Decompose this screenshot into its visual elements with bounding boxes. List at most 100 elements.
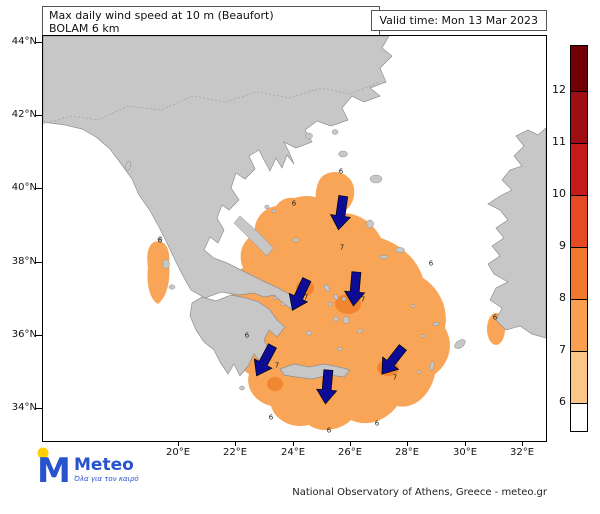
meteo-logo: M Meteo Όλα για τον καιρό	[36, 444, 139, 488]
lat-label: 42°N	[11, 109, 37, 120]
title-box: Max daily wind speed at 10 m (Beaufort) …	[42, 6, 380, 38]
colorbar-segment	[571, 403, 587, 431]
colorbar-segment	[571, 143, 587, 195]
island	[272, 296, 278, 300]
island	[157, 236, 163, 242]
island	[305, 330, 313, 336]
wind-area-north-aegean	[315, 171, 355, 214]
wind-value-label: 6	[338, 167, 344, 176]
island	[357, 328, 363, 334]
lon-tick	[465, 441, 466, 446]
wind-value-label: 6	[157, 236, 163, 245]
island	[366, 219, 374, 229]
island	[323, 284, 331, 292]
island	[271, 209, 277, 213]
lat-tick	[36, 262, 42, 263]
map-title: Max daily wind speed at 10 m (Beaufort)	[49, 9, 274, 22]
island	[168, 284, 176, 290]
island	[239, 385, 245, 391]
wind-value-label: 6	[291, 199, 297, 208]
lon-tick	[293, 441, 294, 446]
lat-label: 44°N	[11, 36, 37, 47]
turkey	[487, 127, 546, 339]
lat-label: 38°N	[11, 256, 37, 267]
wind-value-label: 7	[339, 243, 345, 252]
logo-tagline: Όλα για τον καιρό	[74, 475, 139, 483]
island	[333, 294, 339, 300]
island	[305, 132, 313, 140]
lon-label: 28°E	[394, 447, 420, 458]
island	[327, 301, 333, 307]
island	[264, 204, 270, 210]
island	[379, 254, 389, 260]
colorbar-segment	[571, 247, 587, 299]
colorbar	[570, 45, 588, 432]
wind-value-label: 6	[492, 313, 498, 322]
island	[292, 237, 300, 243]
island	[432, 321, 440, 327]
logo-dot	[37, 447, 49, 459]
wind-arrow	[381, 344, 407, 375]
colorbar-segment	[571, 91, 587, 143]
lat-label: 40°N	[11, 182, 37, 193]
valid-time-label: Valid time: Mon 13 Mar 2023	[379, 14, 539, 27]
lon-tick	[522, 441, 523, 446]
colorbar-label: 12	[552, 83, 566, 96]
wind-value-label: 7	[274, 361, 280, 370]
colorbar-label: 10	[552, 187, 566, 200]
island	[338, 150, 348, 158]
island	[369, 174, 383, 184]
lon-tick	[235, 441, 236, 446]
wind-value-label: 6	[428, 259, 434, 268]
valid-time-box: Valid time: Mon 13 Mar 2023	[370, 10, 547, 31]
wind-area-ionian	[147, 241, 170, 304]
island	[429, 361, 435, 371]
island	[454, 339, 466, 349]
colorbar-label: 7	[559, 343, 566, 356]
euboea	[233, 215, 274, 257]
country-borders	[43, 81, 380, 125]
wind-arrows	[253, 195, 407, 405]
island	[342, 316, 350, 324]
logo-name: Meteo	[74, 455, 134, 475]
island	[416, 370, 422, 374]
island	[280, 302, 286, 306]
lon-tick	[350, 441, 351, 446]
lat-tick	[36, 42, 42, 43]
meteo-logo-mark: M	[37, 447, 71, 488]
peloponnese	[189, 294, 286, 377]
wind-value-label: 7	[392, 373, 398, 382]
logo-texts: Meteo Όλα για τον καιρό	[74, 456, 139, 483]
landmasses	[43, 36, 546, 391]
island	[420, 334, 426, 338]
lon-label: 24°E	[280, 447, 306, 458]
island	[162, 259, 170, 269]
colorbar-segment	[571, 46, 587, 91]
colorbar-segment	[571, 195, 587, 247]
island	[337, 346, 343, 352]
map-frame: 6 6 6 7 7 7 6 7 6 6 6 7 6 6	[42, 35, 547, 442]
colorbar-label: 9	[559, 239, 566, 252]
map-canvas	[43, 36, 546, 431]
wind-value-label: 6	[268, 413, 274, 422]
lon-tick	[178, 441, 179, 446]
wind-arrow	[253, 343, 277, 377]
wind-arrow	[316, 369, 338, 405]
island	[395, 247, 405, 253]
wind-value-label: 6	[244, 331, 250, 340]
island	[410, 304, 416, 308]
wind-value-label: 6	[374, 419, 380, 428]
wind-arrow	[344, 271, 366, 307]
island	[341, 296, 347, 302]
mainland-balkans-greece	[43, 36, 393, 311]
attribution-text: National Observatory of Athens, Greece -…	[292, 487, 547, 498]
lon-label: 20°E	[165, 447, 191, 458]
colorbar-label: 6	[559, 395, 566, 408]
lon-label: 26°E	[337, 447, 363, 458]
colorbar-label: 8	[559, 291, 566, 304]
lon-label: 22°E	[222, 447, 248, 458]
wind-value-label: 7	[303, 293, 309, 302]
colorbar-segment	[571, 299, 587, 351]
lat-tick	[36, 408, 42, 409]
